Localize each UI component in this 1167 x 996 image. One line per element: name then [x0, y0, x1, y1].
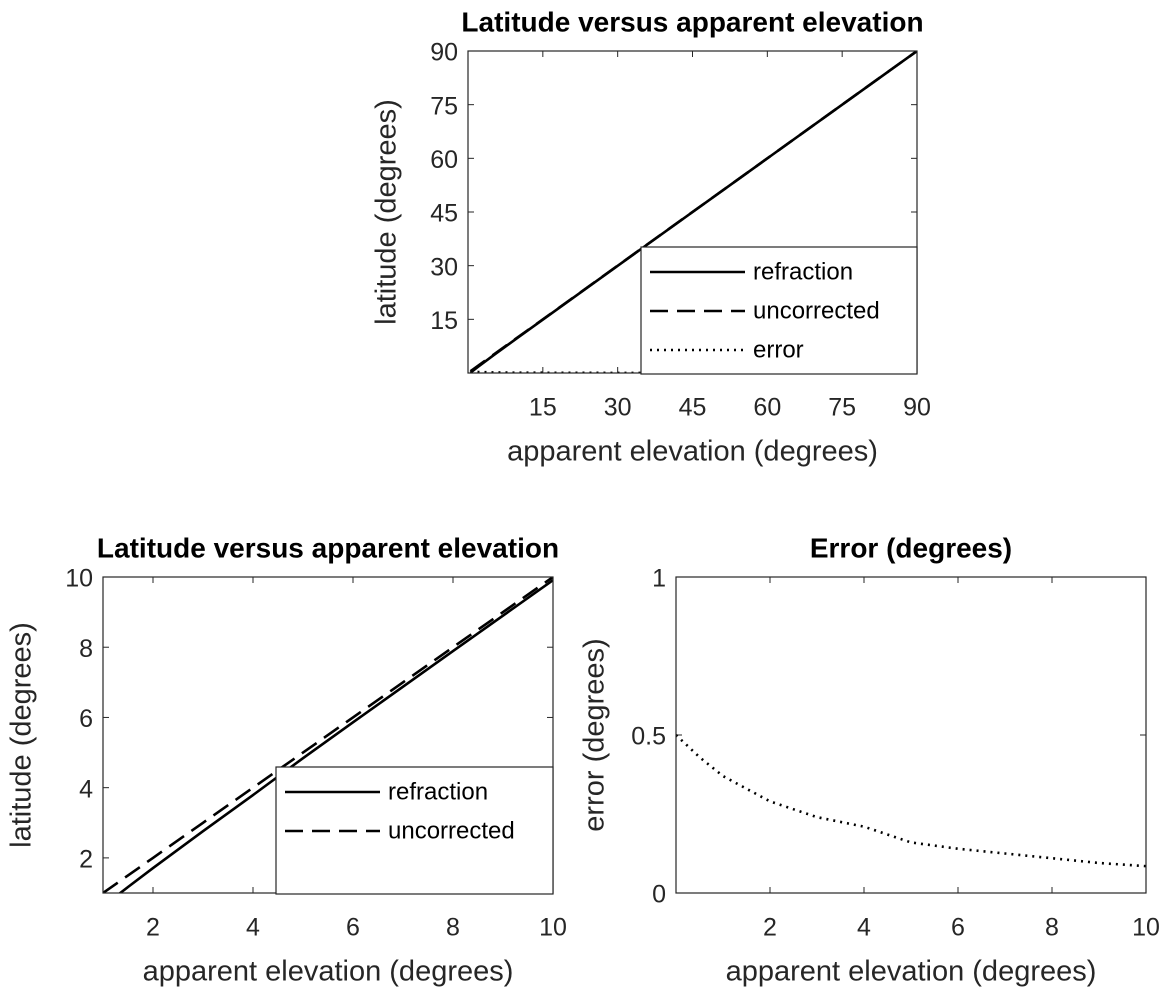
- x-tick-label: 75: [828, 394, 856, 422]
- y-tick-label: 4: [79, 775, 93, 803]
- legend: refraction uncorrected error: [640, 246, 918, 375]
- x-tick-label: 15: [529, 394, 557, 422]
- x-tick-label: 4: [246, 914, 260, 942]
- x-tick-label: 10: [539, 914, 567, 942]
- x-tick-label: 2: [146, 914, 160, 942]
- y-tick-label: 60: [430, 146, 458, 174]
- x-axis-label: apparent elevation (degrees): [143, 956, 514, 988]
- legend-label: error: [753, 336, 804, 363]
- x-tick-label: 8: [446, 914, 460, 942]
- legend-label: uncorrected: [753, 297, 880, 324]
- y-axis-label: error (degrees): [579, 638, 611, 831]
- legend: refraction uncorrected: [275, 766, 554, 895]
- x-tick-label: 6: [951, 914, 965, 942]
- legend-label: refraction: [388, 778, 488, 805]
- y-axis-label: latitude (degrees): [6, 622, 38, 848]
- x-tick-label: 45: [679, 394, 707, 422]
- y-tick-label: 2: [79, 845, 93, 873]
- x-tick-label: 2: [763, 914, 777, 942]
- data-line: [118, 579, 553, 893]
- legend-label: uncorrected: [388, 817, 515, 844]
- x-tick-label: 8: [1045, 914, 1059, 942]
- y-tick-label: 10: [65, 565, 93, 593]
- y-tick-label: 6: [79, 705, 93, 733]
- y-tick-label: 15: [430, 307, 458, 335]
- axes: Latitude versus apparent elevation appare…: [6, 532, 567, 987]
- x-tick-label: 30: [604, 394, 632, 422]
- y-tick-label: 0.5: [631, 723, 666, 751]
- legend-label: refraction: [753, 258, 853, 285]
- chart-title: Error (degrees): [810, 532, 1012, 563]
- y-tick-label: 75: [430, 92, 458, 120]
- axes: Error (degrees) apparent elevation (degre…: [579, 532, 1160, 987]
- x-tick-label: 90: [903, 394, 931, 422]
- x-tick-label: 6: [346, 914, 360, 942]
- y-tick-label: 0: [652, 881, 666, 909]
- axes: Latitude versus apparent elevation appare…: [371, 6, 931, 467]
- y-tick-label: 8: [79, 635, 93, 663]
- x-axis-label: apparent elevation (degrees): [507, 436, 878, 468]
- data-line: [103, 577, 553, 893]
- plot-area: [676, 577, 1146, 893]
- data-line: [469, 51, 917, 373]
- y-tick-label: 1: [652, 565, 666, 593]
- x-tick-label: 4: [857, 914, 871, 942]
- x-tick-label: 10: [1132, 914, 1160, 942]
- data-line: [676, 734, 1146, 868]
- y-tick-label: 45: [430, 200, 458, 228]
- x-tick-label: 60: [753, 394, 781, 422]
- chart-title: Latitude versus apparent elevation: [461, 6, 923, 37]
- chart-title: Latitude versus apparent elevation: [97, 532, 559, 563]
- axes-box: [675, 576, 1147, 894]
- y-tick-label: 90: [430, 39, 458, 67]
- x-axis-label: apparent elevation (degrees): [726, 956, 1097, 988]
- y-tick-label: 30: [430, 253, 458, 281]
- y-axis-label: latitude (degrees): [371, 99, 403, 325]
